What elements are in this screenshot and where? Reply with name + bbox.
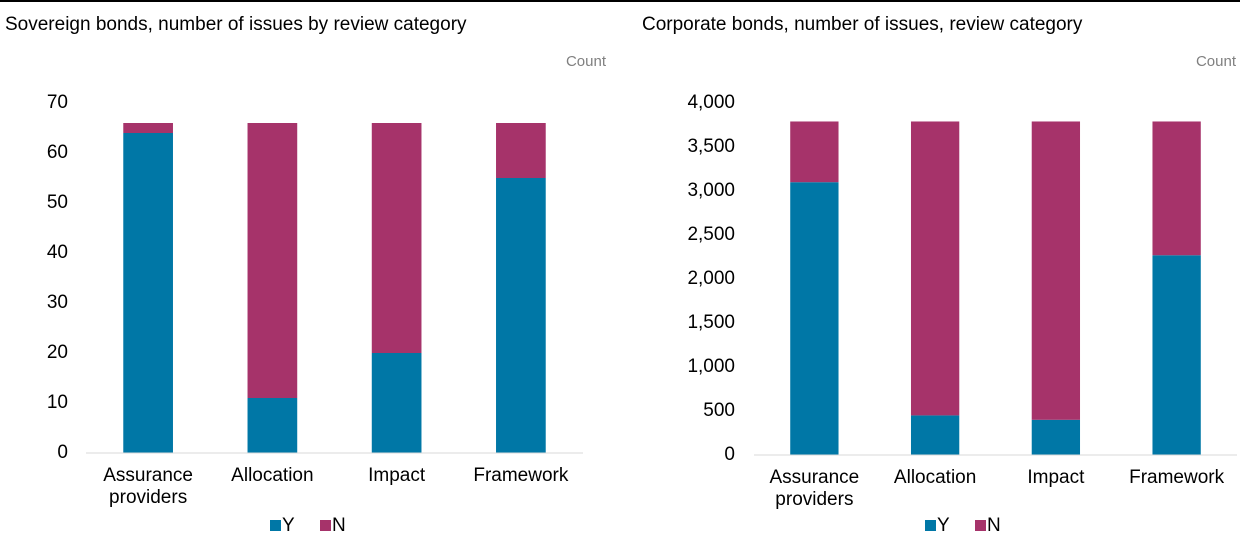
bar-segment xyxy=(123,133,173,453)
chart-title: Sovereign bonds, number of issues by rev… xyxy=(5,14,467,35)
legend-swatch xyxy=(270,520,281,531)
legend-label: Y xyxy=(282,515,295,535)
y-tick-label: 4,000 xyxy=(687,92,735,113)
bar-segment xyxy=(1031,419,1081,455)
y-tick-label: 1,500 xyxy=(687,312,735,333)
bar-segment xyxy=(371,123,422,353)
bar-segment xyxy=(247,123,298,398)
y-tick-label: 0 xyxy=(57,442,68,463)
legend-swatch xyxy=(975,520,986,531)
y-tick-label: 1,000 xyxy=(687,356,735,377)
bar-segment xyxy=(910,121,960,416)
bar-segment xyxy=(496,123,546,178)
y-tick-label: 3,000 xyxy=(687,180,735,201)
unit-label: Count xyxy=(565,53,606,70)
y-tick-label: 50 xyxy=(46,192,68,213)
y-tick-label: 0 xyxy=(724,444,735,465)
x-tick-label: Allocation xyxy=(893,467,977,488)
bar-segment xyxy=(247,398,298,453)
legend-label: N xyxy=(987,515,1001,535)
y-tick-label: 10 xyxy=(46,392,68,413)
legend-label: N xyxy=(332,515,346,535)
x-tick-label: Allocation xyxy=(231,465,314,486)
legend-swatch xyxy=(320,520,331,531)
y-tick-label: 500 xyxy=(703,400,735,421)
x-tick-label: Impact xyxy=(1027,467,1085,488)
x-tick-label: Impact xyxy=(368,465,426,486)
bar-segment xyxy=(496,178,546,453)
y-tick-label: 60 xyxy=(46,142,68,163)
y-tick-label: 3,500 xyxy=(687,136,735,157)
unit-label: Count xyxy=(1195,53,1236,70)
bar-segment xyxy=(910,415,960,455)
bar-segment xyxy=(790,121,839,183)
legend-swatch xyxy=(925,520,936,531)
x-tick-label: Framework xyxy=(1129,467,1225,488)
x-tick-label: Assurance providers xyxy=(769,467,860,510)
bar-segment xyxy=(1031,121,1081,420)
x-tick-label: Assurance providers xyxy=(103,465,194,508)
y-tick-label: 30 xyxy=(46,292,68,313)
x-tick-label: Framework xyxy=(473,465,569,486)
y-tick-label: 70 xyxy=(46,92,68,113)
y-tick-label: 20 xyxy=(46,342,68,363)
bar-segment xyxy=(123,123,173,133)
bar-segment xyxy=(1152,255,1201,455)
bar-segment xyxy=(1152,121,1201,256)
y-tick-label: 40 xyxy=(46,242,68,263)
legend-label: Y xyxy=(937,515,950,535)
chart-title: Corporate bonds, number of issues, revie… xyxy=(642,14,1083,35)
y-tick-label: 2,000 xyxy=(687,268,735,289)
y-tick-label: 2,500 xyxy=(687,224,735,245)
bar-segment xyxy=(790,182,839,455)
bar-segment xyxy=(371,353,422,453)
